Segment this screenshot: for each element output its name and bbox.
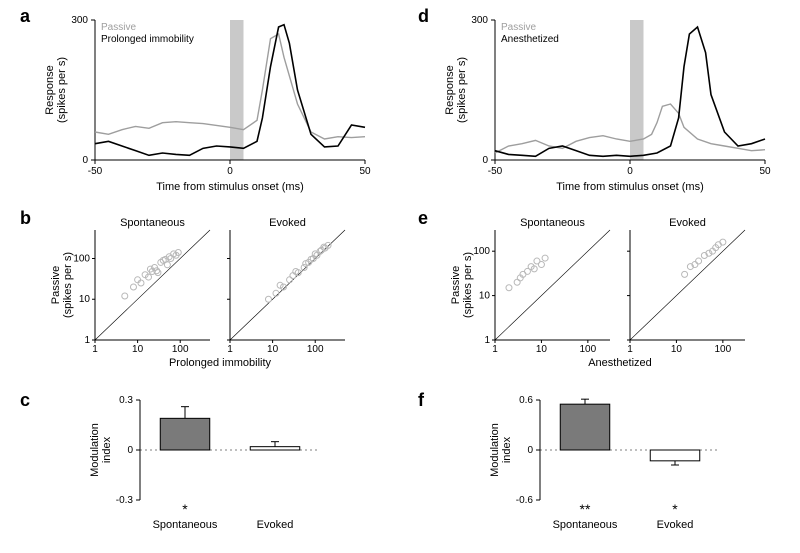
svg-text:-50: -50 xyxy=(88,166,103,177)
svg-text:0: 0 xyxy=(82,155,88,166)
svg-text:(spikes per s): (spikes per s) xyxy=(56,57,68,123)
svg-text:-50: -50 xyxy=(488,166,503,177)
svg-text:1: 1 xyxy=(492,344,498,355)
svg-text:Modulation: Modulation xyxy=(89,423,101,477)
svg-text:Spontaneous: Spontaneous xyxy=(153,519,218,531)
svg-text:Passive: Passive xyxy=(501,22,536,33)
svg-text:50: 50 xyxy=(359,166,371,177)
svg-text:10: 10 xyxy=(132,344,144,355)
panel-label-f: f xyxy=(418,390,424,411)
svg-text:Time from stimulus onset (ms): Time from stimulus onset (ms) xyxy=(156,181,304,193)
svg-text:Evoked: Evoked xyxy=(657,519,694,531)
svg-text:10: 10 xyxy=(671,344,683,355)
svg-text:Passive: Passive xyxy=(101,22,136,33)
panel-label-a: a xyxy=(20,6,30,27)
svg-text:100: 100 xyxy=(172,344,189,355)
svg-text:Spontaneous: Spontaneous xyxy=(553,519,618,531)
panel-label-e: e xyxy=(418,208,428,229)
svg-text:1: 1 xyxy=(627,344,633,355)
svg-text:100: 100 xyxy=(473,246,490,257)
svg-text:0: 0 xyxy=(527,445,533,456)
svg-text:100: 100 xyxy=(307,344,324,355)
svg-text:Anesthetized: Anesthetized xyxy=(501,34,559,45)
svg-text:Response: Response xyxy=(444,65,456,115)
svg-text:1: 1 xyxy=(84,335,90,346)
svg-text:index: index xyxy=(101,436,113,463)
svg-text:Prolonged immobility: Prolonged immobility xyxy=(169,357,272,369)
svg-text:index: index xyxy=(501,436,513,463)
svg-text:-0.6: -0.6 xyxy=(516,495,534,506)
svg-text:1: 1 xyxy=(227,344,233,355)
panel-label-b: b xyxy=(20,208,31,229)
svg-text:0: 0 xyxy=(627,166,633,177)
svg-text:Response: Response xyxy=(44,65,56,115)
svg-text:10: 10 xyxy=(267,344,279,355)
svg-text:0.6: 0.6 xyxy=(519,395,533,406)
svg-text:0: 0 xyxy=(127,445,133,456)
svg-text:Prolonged immobility: Prolonged immobility xyxy=(101,34,194,45)
svg-text:Evoked: Evoked xyxy=(269,217,306,229)
svg-text:(spikes per s): (spikes per s) xyxy=(462,252,474,318)
svg-text:Time from stimulus onset (ms): Time from stimulus onset (ms) xyxy=(556,181,704,193)
svg-text:100: 100 xyxy=(580,344,597,355)
svg-text:(spikes per s): (spikes per s) xyxy=(456,57,468,123)
svg-text:**: ** xyxy=(580,501,591,517)
svg-text:Spontaneous: Spontaneous xyxy=(520,217,585,229)
svg-text:Spontaneous: Spontaneous xyxy=(120,217,185,229)
svg-text:1: 1 xyxy=(92,344,98,355)
svg-text:100: 100 xyxy=(73,253,90,264)
svg-text:Evoked: Evoked xyxy=(669,217,706,229)
svg-text:-0.3: -0.3 xyxy=(116,495,134,506)
svg-text:300: 300 xyxy=(71,15,88,26)
panel-label-d: d xyxy=(418,6,429,27)
svg-text:1: 1 xyxy=(484,335,490,346)
svg-text:100: 100 xyxy=(715,344,732,355)
svg-text:10: 10 xyxy=(79,294,91,305)
svg-text:0.3: 0.3 xyxy=(119,395,133,406)
svg-text:Anesthetized: Anesthetized xyxy=(588,357,652,369)
svg-text:Passive: Passive xyxy=(450,266,462,305)
svg-text:Passive: Passive xyxy=(50,266,62,305)
svg-text:10: 10 xyxy=(479,291,491,302)
svg-text:*: * xyxy=(672,501,678,517)
figure-svg: 0300-50050Time from stimulus onset (ms)R… xyxy=(0,0,800,548)
svg-text:Evoked: Evoked xyxy=(257,519,294,531)
svg-text:50: 50 xyxy=(759,166,771,177)
svg-text:(spikes per s): (spikes per s) xyxy=(62,252,74,318)
svg-text:0: 0 xyxy=(482,155,488,166)
svg-text:300: 300 xyxy=(471,15,488,26)
svg-text:Modulation: Modulation xyxy=(489,423,501,477)
svg-text:0: 0 xyxy=(227,166,233,177)
svg-text:10: 10 xyxy=(536,344,548,355)
svg-text:*: * xyxy=(182,501,188,517)
panel-label-c: c xyxy=(20,390,30,411)
